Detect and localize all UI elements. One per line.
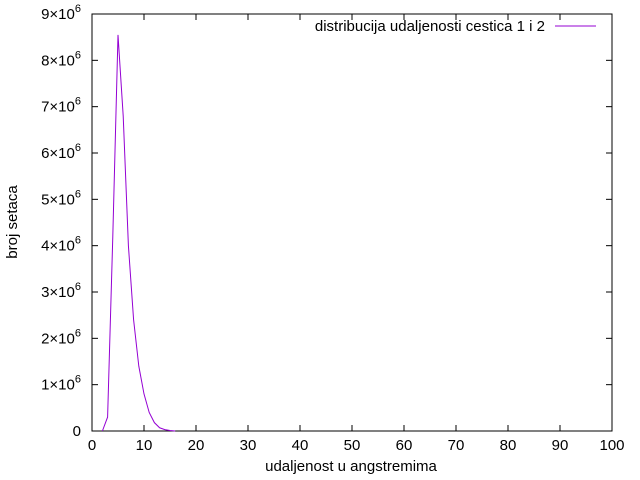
x-tick-label: 80 <box>500 437 517 454</box>
y-tick-label-base: 7×10 <box>41 99 75 116</box>
y-tick-label-base: 9×10 <box>41 6 75 23</box>
y-tick-label-exponent: 6 <box>75 142 81 154</box>
y-tick-label: 6×106 <box>41 142 81 162</box>
y-tick-label: 4×106 <box>41 235 81 255</box>
y-tick-label: 7×106 <box>41 96 81 116</box>
x-tick-label: 90 <box>552 437 569 454</box>
y-tick-label-base: 3×10 <box>41 284 75 301</box>
x-axis: 0 10 20 30 40 50 60 70 80 90 100 <box>88 14 625 454</box>
y-tick-label: 3×106 <box>41 281 81 301</box>
y-tick-label-base: 1×10 <box>41 377 75 394</box>
y-tick-label: 1×106 <box>41 374 81 394</box>
x-tick-label: 50 <box>344 437 361 454</box>
series-layer <box>101 34 176 432</box>
y-axis-title: broj setaca <box>4 185 21 259</box>
x-tick-label: 0 <box>88 437 96 454</box>
y-tick-label: 0 <box>73 423 81 440</box>
x-tick-label: 20 <box>188 437 205 454</box>
y-tick-label-base: 2×10 <box>41 330 75 347</box>
y-tick-label-base: 5×10 <box>41 191 75 208</box>
legend: distribucija udaljenosti cestica 1 i 2 <box>315 18 596 35</box>
x-tick-label: 70 <box>448 437 465 454</box>
y-tick-label: 2×106 <box>41 327 81 347</box>
y-tick-label: 8×106 <box>41 49 81 69</box>
legend-entry-label: distribucija udaljenosti cestica 1 i 2 <box>315 18 545 35</box>
y-tick-label-exponent: 6 <box>75 281 81 293</box>
y-tick-label: 9×106 <box>41 3 81 23</box>
y-tick-label-base: 8×10 <box>41 52 75 69</box>
x-tick-label: 30 <box>240 437 257 454</box>
y-tick-label-exponent: 6 <box>75 188 81 200</box>
y-tick-label-exponent: 6 <box>75 327 81 339</box>
y-tick-label-base: 0 <box>73 423 81 440</box>
x-axis-title: udaljenost u angstremima <box>265 458 437 475</box>
y-tick-label-exponent: 6 <box>75 3 81 15</box>
y-tick-label: 5×106 <box>41 188 81 208</box>
y-tick-label-exponent: 6 <box>75 374 81 386</box>
plot-frame <box>91 13 613 432</box>
y-axis: 01×1062×1063×1064×1065×1066×1067×1068×10… <box>41 3 612 440</box>
x-tick-label: 40 <box>292 437 309 454</box>
x-tick-label: 60 <box>396 437 413 454</box>
y-tick-label-base: 6×10 <box>41 145 75 162</box>
x-tick-label: 100 <box>599 437 624 454</box>
series-line <box>101 34 176 432</box>
y-tick-label-exponent: 6 <box>75 235 81 247</box>
x-tick-label: 10 <box>136 437 153 454</box>
y-tick-label-exponent: 6 <box>75 49 81 61</box>
y-tick-label-exponent: 6 <box>75 96 81 108</box>
y-tick-label-base: 4×10 <box>41 238 75 255</box>
